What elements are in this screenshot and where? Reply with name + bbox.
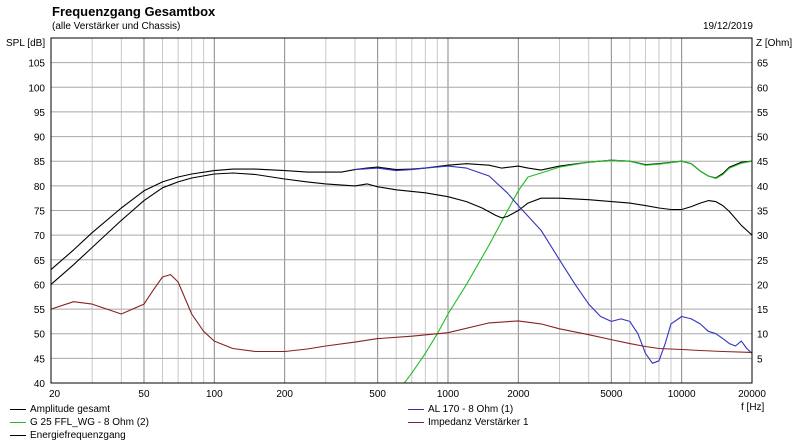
y2-tick-label: 50 [757, 133, 769, 144]
series-line-1 [50, 159, 753, 271]
y-tick-label: 85 [34, 157, 46, 168]
x-tick-label: 5000 [600, 389, 623, 400]
y2-tick-label: 5 [757, 354, 763, 365]
legend-swatch [10, 435, 26, 436]
x-tick-label: 500 [369, 389, 386, 400]
legend-label: G 25 FFL_WG - 8 Ohm (2) [30, 417, 149, 428]
legend-item: Amplitude gesamt [10, 404, 110, 415]
x-tick-label: 10000 [668, 389, 696, 400]
y2-tick-label: 40 [757, 182, 769, 193]
y2-tick-label: 20 [757, 280, 769, 291]
legend-swatch [10, 422, 26, 423]
legend-swatch [408, 422, 424, 423]
legend-label: AL 170 - 8 Ohm (1) [428, 404, 514, 415]
y2-tick-label: 10 [757, 330, 769, 341]
y2-tick-label: 35 [757, 207, 769, 218]
y-tick-label: 90 [34, 133, 46, 144]
y-tick-label: 105 [28, 59, 45, 70]
y2-tick-label: 60 [757, 83, 769, 94]
x-tick-label: 20 [49, 389, 61, 400]
y-axis-label-left: SPL [dB] [6, 38, 46, 49]
y-tick-label: 60 [34, 280, 46, 291]
x-tick-label: 200 [276, 389, 293, 400]
y-tick-label: 75 [34, 207, 46, 218]
x-tick-label: 1000 [437, 389, 460, 400]
y-tick-label: 45 [34, 354, 46, 365]
x-tick-label: 100 [206, 389, 223, 400]
y2-tick-label: 65 [757, 59, 769, 70]
legend-item: Energiefrequenzgang [10, 430, 126, 441]
chart-title: Frequenzgang Gesamtbox [52, 4, 216, 19]
chart-date: 19/12/2019 [702, 21, 753, 32]
y2-tick-label: 15 [757, 305, 769, 316]
y-tick-label: 55 [34, 305, 46, 316]
legend-swatch [10, 409, 26, 410]
chart-ticks: 40 45 50 55 60 65 70 75 80 85 90 95 100 105 5 10 15 20 25 3… [28, 59, 768, 413]
y-tick-label: 65 [34, 256, 46, 267]
legend-label: Impedanz Verstärker 1 [428, 417, 529, 428]
y2-tick-label: 30 [757, 231, 769, 242]
y-tick-label: 80 [34, 182, 46, 193]
series-line-2 [403, 159, 753, 384]
chart-series [50, 159, 753, 384]
series-line-3 [50, 172, 753, 285]
legend-swatch [408, 409, 424, 410]
legend-item: Impedanz Verstärker 1 [408, 417, 529, 428]
y-axis-label-right: Z [Ohm] [756, 38, 793, 49]
y2-tick-label: 45 [757, 157, 769, 168]
chart-subtitle: (alle Verstärker und Chassis) [52, 21, 181, 32]
y-tick-label: 50 [34, 330, 46, 341]
legend-label: Energiefrequenzgang [30, 430, 126, 441]
x-tick-label: 2000 [507, 389, 530, 400]
y2-tick-label: 25 [757, 256, 769, 267]
y-tick-label: 40 [34, 379, 46, 390]
x-axis-label: f [Hz] [741, 402, 765, 413]
chart-grid [50, 38, 753, 383]
series-line-5 [50, 274, 753, 353]
series-line-4 [354, 165, 753, 364]
y-tick-label: 95 [34, 108, 46, 119]
x-tick-label: 50 [138, 389, 150, 400]
y2-tick-label: 55 [757, 108, 769, 119]
y-tick-label: 100 [28, 83, 45, 94]
y-tick-label: 70 [34, 231, 46, 242]
legend-label: Amplitude gesamt [30, 404, 111, 415]
legend-item: G 25 FFL_WG - 8 Ohm (2) [10, 417, 149, 428]
x-tick-label: 20000 [738, 389, 766, 400]
legend-item: AL 170 - 8 Ohm (1) [408, 404, 513, 415]
plot-frame [50, 37, 753, 384]
